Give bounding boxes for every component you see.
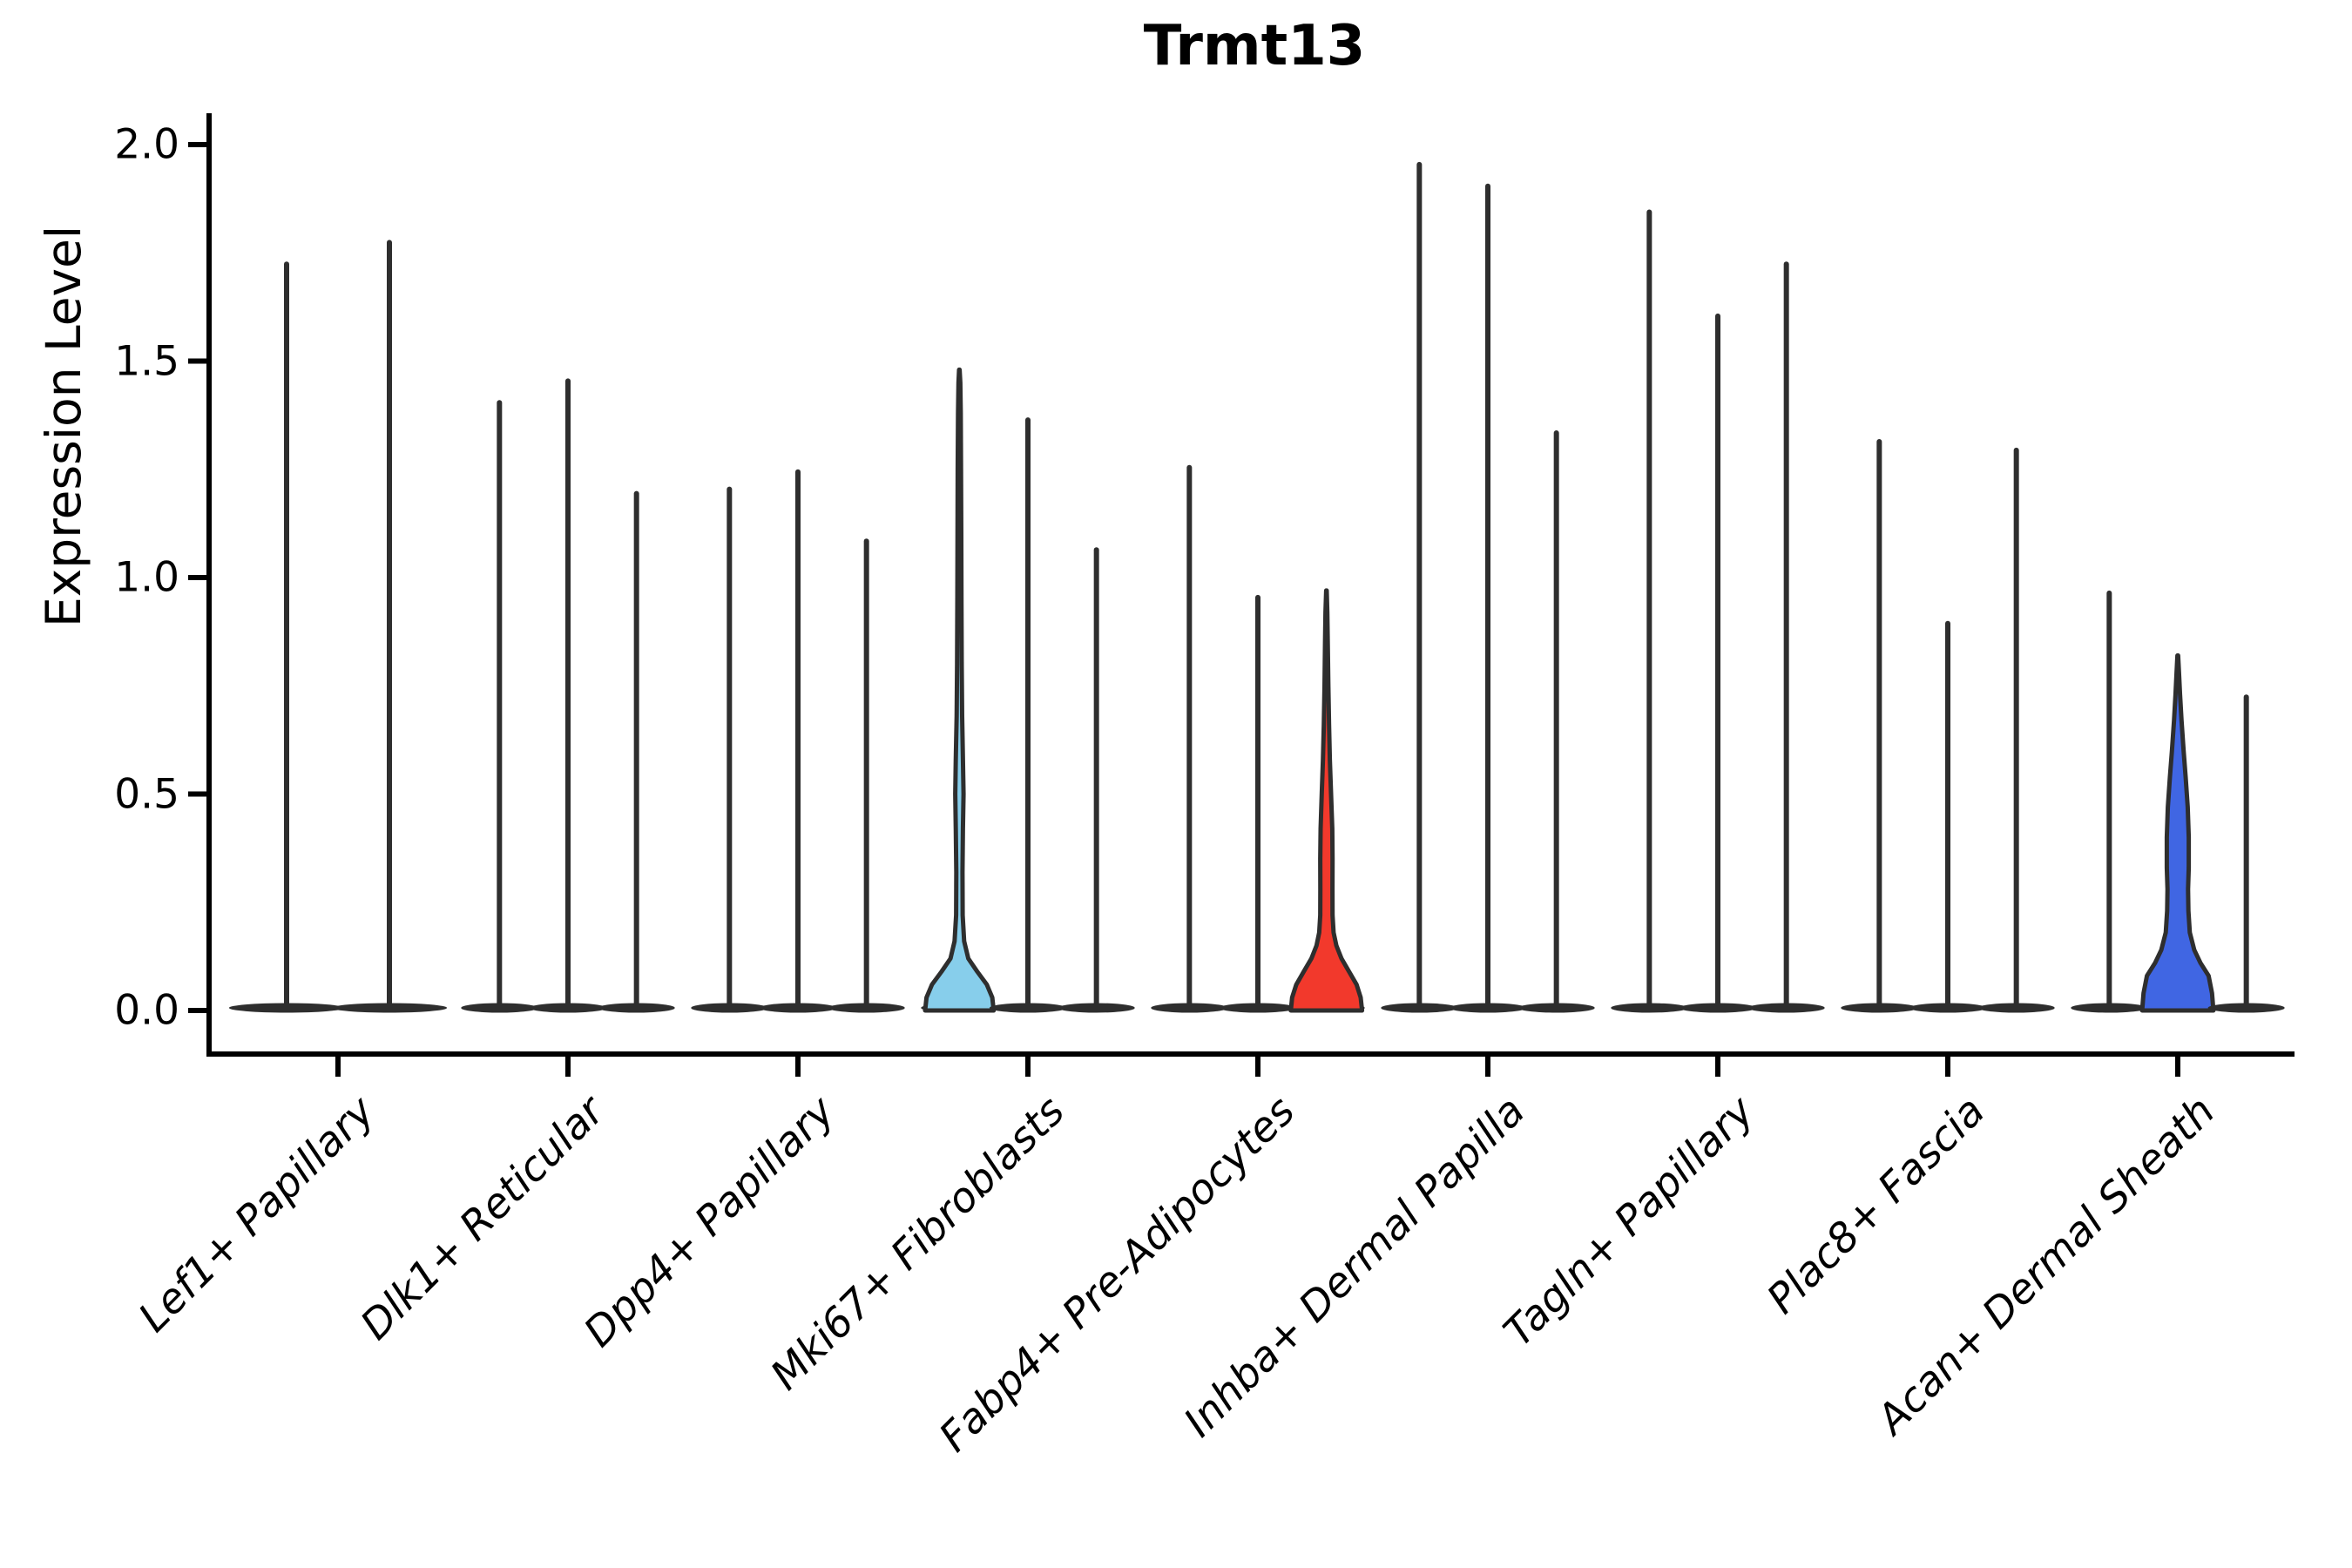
violin-spike xyxy=(1646,209,1652,1008)
violin-base xyxy=(759,1003,837,1013)
violin-base xyxy=(1058,1003,1135,1013)
violin-base xyxy=(228,1003,345,1013)
violin-base xyxy=(1151,1003,1228,1013)
violin-base xyxy=(2207,1003,2285,1013)
violin-base xyxy=(1841,1003,1918,1013)
violin-base xyxy=(2071,1003,2148,1013)
violin-spike xyxy=(863,538,869,1007)
violin-spike xyxy=(1945,620,1950,1007)
violin-base xyxy=(529,1003,607,1013)
violin-base xyxy=(331,1003,448,1013)
y-tick-label-0.0: 0.0 xyxy=(114,986,179,1035)
violin-base xyxy=(1747,1003,1825,1013)
y-tick-label-2.0: 2.0 xyxy=(114,120,179,169)
violin-filled xyxy=(2139,653,2216,1013)
violin-filled xyxy=(923,367,997,1013)
violin-base xyxy=(1909,1003,1987,1013)
violin-spike xyxy=(2243,694,2249,1007)
violin-spike xyxy=(565,378,571,1007)
violin-base xyxy=(1679,1003,1757,1013)
violin-spike xyxy=(497,400,503,1008)
violin-base xyxy=(1449,1003,1527,1013)
y-tick-label-1.5: 1.5 xyxy=(114,337,179,385)
violin-spike xyxy=(1553,430,1559,1007)
violin-spike xyxy=(2106,590,2112,1007)
violin-spike xyxy=(1876,438,1882,1008)
violin-spike xyxy=(2013,447,2019,1007)
violin-base xyxy=(1977,1003,2055,1013)
violin-base xyxy=(989,1003,1067,1013)
violin-spike xyxy=(284,261,289,1007)
chart-title: Trmt13 xyxy=(1143,14,1366,78)
y-tick-label-0.5: 0.5 xyxy=(114,770,179,818)
violin-spike xyxy=(1255,594,1260,1007)
violin-base xyxy=(598,1003,675,1013)
violin-spike xyxy=(387,240,392,1008)
violin-spike xyxy=(633,490,639,1007)
violin-spike xyxy=(1186,464,1193,1007)
violin-spike xyxy=(1485,183,1490,1008)
violin-spike xyxy=(1025,417,1031,1007)
violin-base xyxy=(691,1003,768,1013)
violin-spike xyxy=(795,469,801,1007)
violin-spike xyxy=(1416,161,1423,1007)
violin-spike xyxy=(1783,261,1789,1007)
violin-spike xyxy=(1093,547,1099,1007)
violin-base xyxy=(1517,1003,1595,1013)
violin-base xyxy=(1611,1003,1688,1013)
violin-base xyxy=(1219,1003,1297,1013)
violin-spike xyxy=(1715,313,1720,1008)
violin-spike xyxy=(727,486,733,1007)
violin-base xyxy=(828,1003,905,1013)
violin-filled xyxy=(1288,588,1365,1013)
violin-base xyxy=(1381,1003,1458,1013)
violin-base xyxy=(461,1003,538,1013)
y-tick-label-1.0: 1.0 xyxy=(114,553,179,602)
